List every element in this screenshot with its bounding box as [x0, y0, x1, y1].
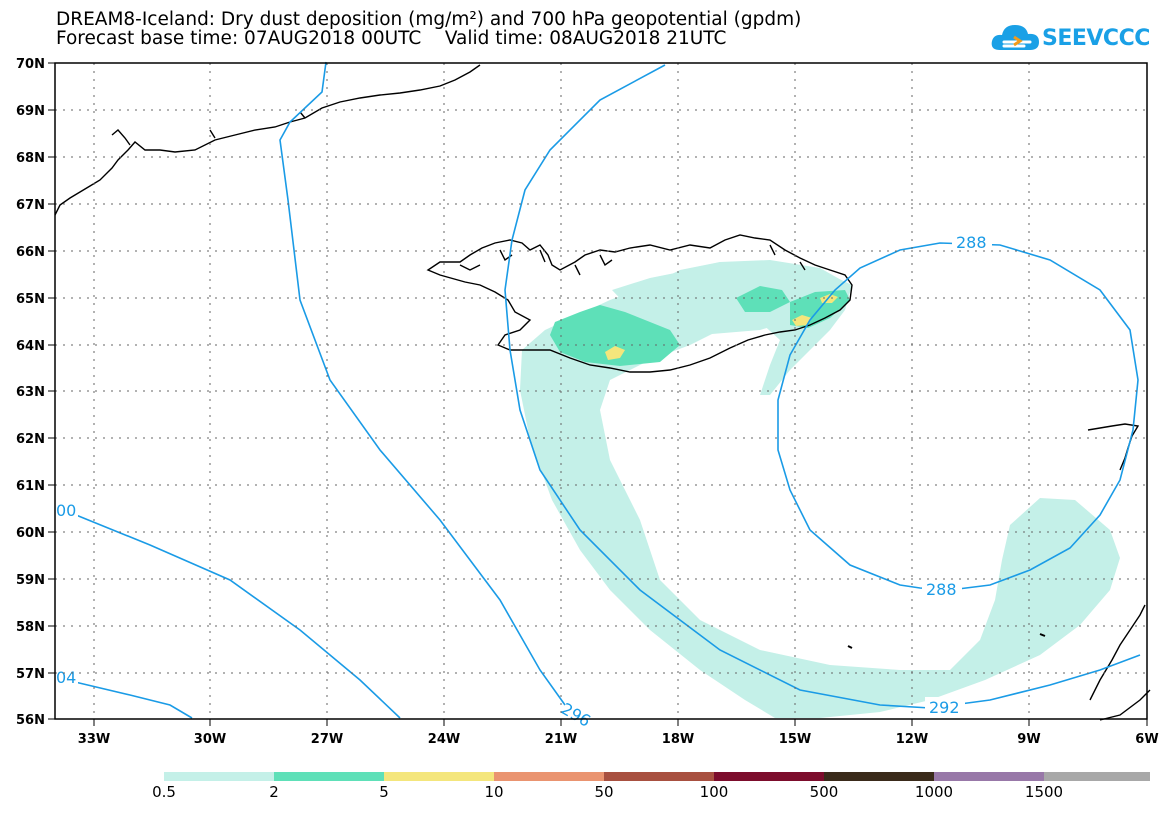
- legend-swatch: [164, 772, 274, 781]
- dust-area-low: [520, 262, 1120, 718]
- contour-292: [504, 64, 1141, 709]
- legend-label: 2: [269, 783, 279, 801]
- lat-tick: 63N: [16, 385, 45, 400]
- dust-area-high: [605, 346, 625, 360]
- dust-area-mid: [550, 305, 680, 366]
- contour-label-304: 04: [56, 668, 76, 687]
- cloud-logo-icon: [991, 25, 1039, 50]
- lon-tick: 33W: [78, 732, 110, 747]
- map-grid: [55, 63, 1147, 719]
- legend-swatch: [824, 772, 934, 781]
- contour-labels: 288 288 292 296 00 04: [56, 232, 992, 731]
- color-legend: [164, 772, 1150, 781]
- lon-tick: 9W: [1017, 732, 1040, 747]
- contour-296: [279, 61, 566, 706]
- lon-tick: 30W: [194, 732, 226, 747]
- legend-label: 5: [379, 783, 389, 801]
- legend-label: 1500: [1024, 783, 1064, 801]
- legend-label: 100: [699, 783, 729, 801]
- lon-tick: 18W: [662, 732, 694, 747]
- lat-tick: 67N: [16, 198, 45, 213]
- seevccc-logo: SEEVCCC: [990, 20, 1150, 60]
- lat-tick: 61N: [16, 479, 45, 494]
- contour-label-292: 292: [929, 698, 960, 717]
- lat-tick: 68N: [16, 151, 45, 166]
- legend-label: 0.5: [152, 783, 176, 801]
- legend-swatch: [274, 772, 384, 781]
- lat-tick: 58N: [16, 620, 45, 635]
- lat-tick: 59N: [16, 573, 45, 588]
- geopotential-contours: [74, 61, 1141, 719]
- legend-label: 50: [594, 783, 614, 801]
- lon-tick: 12W: [896, 732, 928, 747]
- legend-label: 1000: [914, 783, 954, 801]
- legend-swatch: [714, 772, 824, 781]
- norway-coastline: [1087, 423, 1140, 471]
- lat-tick: 70N: [16, 57, 45, 72]
- lon-tick: 21W: [545, 732, 577, 747]
- greenland-coastline: [54, 64, 481, 216]
- contour-304: [74, 681, 193, 719]
- lat-tick: 56N: [16, 713, 45, 728]
- legend-swatch: [494, 772, 604, 781]
- legend-swatch: [384, 772, 494, 781]
- lon-tick: 24W: [428, 732, 460, 747]
- logo-text: SEEVCCC: [1042, 26, 1150, 51]
- contour-label-288-top: 288: [956, 233, 987, 252]
- lon-tick: 27W: [311, 732, 343, 747]
- scotland-coastline: [1089, 604, 1151, 721]
- legend-label: 10: [484, 783, 504, 801]
- lat-tick: 57N: [16, 667, 45, 682]
- lat-tick: 69N: [16, 104, 45, 119]
- legend-swatch: [934, 772, 1044, 781]
- lat-tick: 65N: [16, 292, 45, 307]
- dust-shading: [520, 260, 1120, 718]
- contour-label-300: 00: [56, 501, 76, 520]
- iceland-coastline: [426, 234, 853, 373]
- lat-tick: 64N: [16, 339, 45, 354]
- contour-300: [75, 514, 401, 719]
- contour-label-288-bottom: 288: [926, 580, 957, 599]
- coastlines: [54, 64, 1151, 721]
- chart-subtitle: Forecast base time: 07AUG2018 00UTC Vali…: [56, 28, 727, 49]
- lat-tick: 62N: [16, 432, 45, 447]
- lat-tick: 60N: [16, 526, 45, 541]
- legend-swatch: [604, 772, 714, 781]
- lon-tick: 15W: [779, 732, 811, 747]
- legend-label: 500: [809, 783, 839, 801]
- chart-title: DREAM8-Iceland: Dry dust deposition (mg/…: [56, 9, 802, 30]
- legend-swatch: [1044, 772, 1150, 781]
- lat-tick: 66N: [16, 245, 45, 260]
- lon-tick: 6W: [1135, 732, 1158, 747]
